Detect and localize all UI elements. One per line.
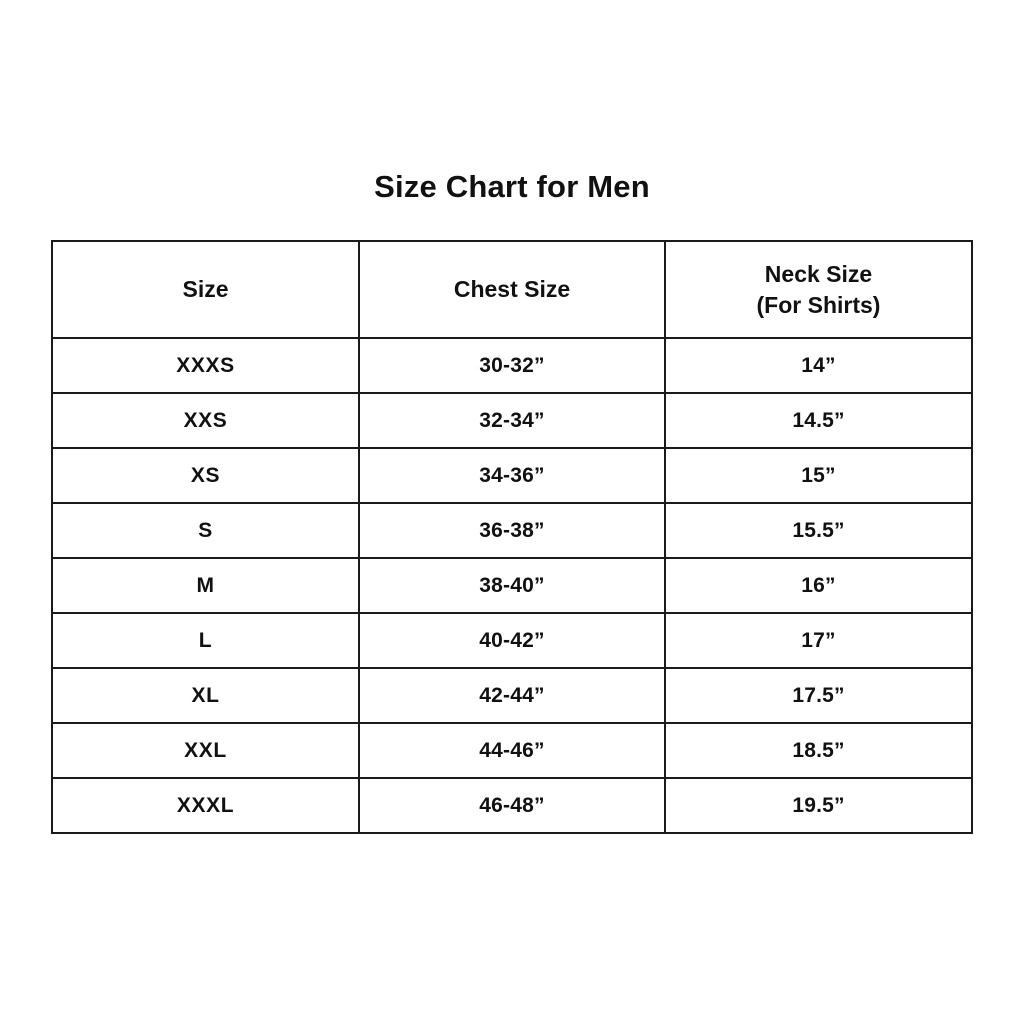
- cell-chest: 36-38”: [358, 502, 666, 559]
- cell-size: XXXS: [51, 337, 360, 394]
- cell-neck: 17.5”: [664, 667, 973, 724]
- cell-size: S: [51, 502, 360, 559]
- cell-neck: 17”: [664, 612, 973, 669]
- cell-chest: 38-40”: [358, 557, 666, 614]
- table-row: XXS 32-34” 14.5”: [51, 392, 973, 449]
- table-row: S 36-38” 15.5”: [51, 502, 973, 559]
- cell-size: XL: [51, 667, 360, 724]
- cell-neck: 18.5”: [664, 722, 973, 779]
- column-header-chest-label: Chest Size: [453, 276, 571, 303]
- table-row: XXXL 46-48” 19.5”: [51, 777, 973, 834]
- table-row: XXL 44-46” 18.5”: [51, 722, 973, 779]
- table-body: XXXS 30-32” 14” XXS 32-34” 14.5” XS 34-3…: [51, 337, 973, 834]
- table-row: XXXS 30-32” 14”: [51, 337, 973, 394]
- column-header-neck-label: Neck Size: [764, 261, 873, 288]
- cell-size: M: [51, 557, 360, 614]
- cell-neck: 15”: [664, 447, 973, 504]
- cell-chest: 42-44”: [358, 667, 666, 724]
- column-header-size-label: Size: [182, 276, 229, 303]
- cell-neck: 15.5”: [664, 502, 973, 559]
- cell-chest: 30-32”: [358, 337, 666, 394]
- page-title: Size Chart for Men: [374, 169, 650, 204]
- cell-neck: 19.5”: [664, 777, 973, 834]
- cell-chest: 44-46”: [358, 722, 666, 779]
- table-row: XL 42-44” 17.5”: [51, 667, 973, 724]
- cell-chest: 34-36”: [358, 447, 666, 504]
- table-header-row: Size Chest Size Neck Size (For Shirts): [51, 240, 973, 339]
- cell-neck: 16”: [664, 557, 973, 614]
- column-header-neck-sublabel: (For Shirts): [756, 291, 881, 318]
- table-row: M 38-40” 16”: [51, 557, 973, 614]
- cell-neck: 14”: [664, 337, 973, 394]
- column-header-chest: Chest Size: [358, 240, 666, 339]
- cell-size: XXXL: [51, 777, 360, 834]
- cell-chest: 32-34”: [358, 392, 666, 449]
- cell-size: L: [51, 612, 360, 669]
- column-header-size: Size: [51, 240, 360, 339]
- size-chart-table: Size Chest Size Neck Size (For Shirts) X…: [51, 240, 973, 834]
- cell-size: XXS: [51, 392, 360, 449]
- cell-neck: 14.5”: [664, 392, 973, 449]
- table-row: XS 34-36” 15”: [51, 447, 973, 504]
- cell-chest: 40-42”: [358, 612, 666, 669]
- cell-size: XXL: [51, 722, 360, 779]
- column-header-neck: Neck Size (For Shirts): [664, 240, 973, 339]
- table-row: L 40-42” 17”: [51, 612, 973, 669]
- table-header: Size Chest Size Neck Size (For Shirts): [51, 240, 973, 339]
- size-table-container: Size Chest Size Neck Size (For Shirts) X…: [51, 240, 973, 834]
- cell-chest: 46-48”: [358, 777, 666, 834]
- cell-size: XS: [51, 447, 360, 504]
